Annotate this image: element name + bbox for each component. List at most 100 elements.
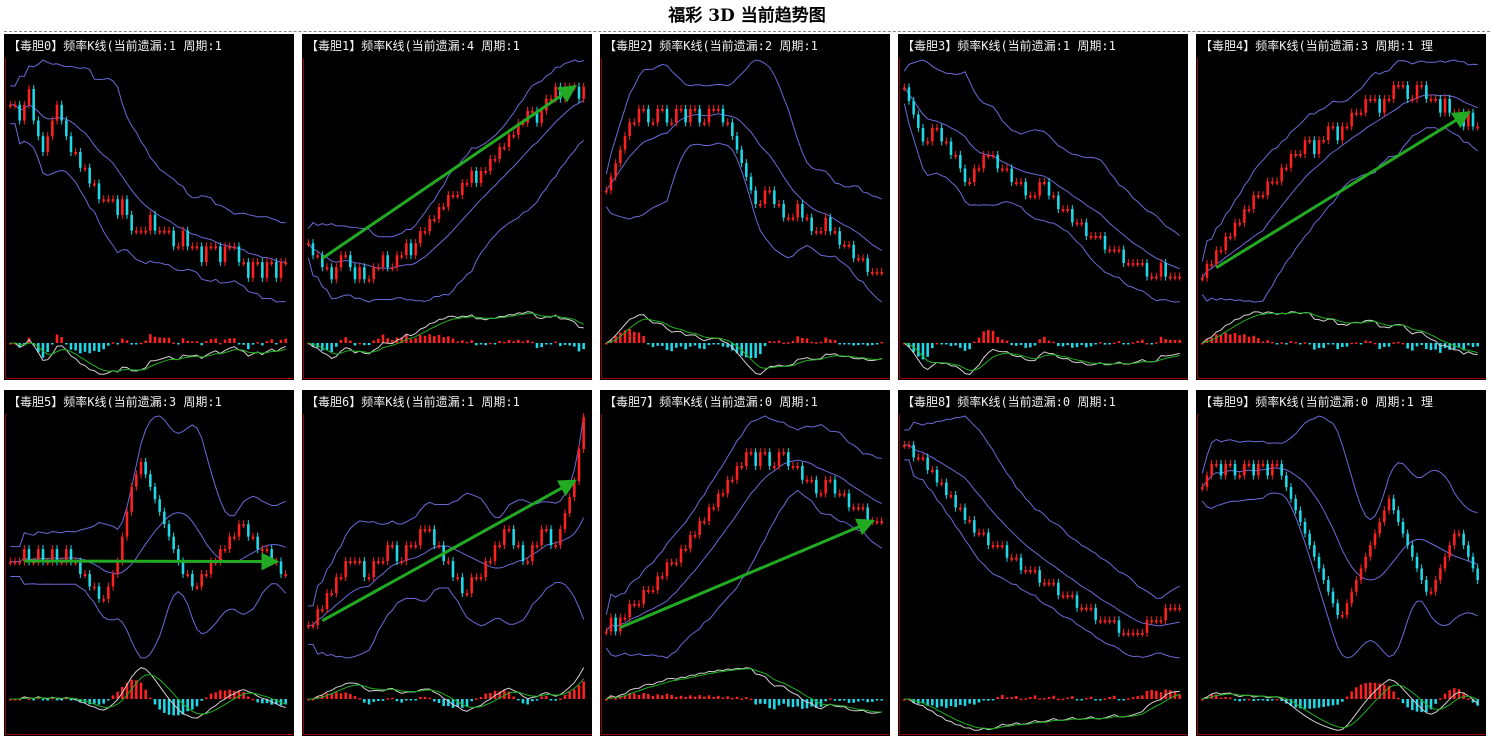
band-upper: [904, 415, 1180, 599]
candle: [712, 104, 715, 113]
indicator-bar: [475, 343, 478, 346]
candle: [1145, 259, 1149, 281]
candle: [284, 570, 287, 579]
indicator-bar: [1085, 343, 1088, 348]
indicator-bar: [1029, 343, 1032, 348]
indicator-bar: [554, 699, 557, 701]
candle: [1141, 259, 1144, 268]
candle: [1359, 564, 1363, 585]
indicator-bar: [773, 341, 776, 343]
indicator-bar: [507, 691, 511, 699]
indicator-bar: [1150, 689, 1153, 699]
candle: [731, 475, 734, 484]
indicator-bar: [55, 699, 59, 701]
candle: [325, 263, 329, 272]
indicator-bar: [1057, 343, 1060, 346]
indicator-bar: [223, 339, 227, 343]
indicator-bar: [46, 699, 49, 701]
candle: [531, 106, 534, 115]
indicator-bar: [1401, 699, 1405, 704]
indicator-bar: [242, 692, 245, 699]
indicator-bar: [1266, 699, 1269, 702]
candle: [46, 132, 49, 156]
indicator-bar: [963, 343, 967, 351]
indicator-bar: [32, 699, 35, 701]
title-divider: [4, 31, 1490, 32]
indicator-bar: [475, 698, 478, 700]
indicator-bar: [568, 691, 571, 699]
indicator-bar: [661, 695, 664, 699]
band-upper: [307, 59, 584, 238]
indicator-bar: [391, 340, 394, 343]
indicator-bar: [745, 697, 748, 699]
candle: [419, 227, 422, 248]
indicator-bar: [1215, 694, 1218, 699]
candle: [349, 557, 352, 566]
candle: [1159, 616, 1163, 625]
candle: [535, 541, 539, 550]
indicator-bar: [1261, 341, 1265, 343]
band-middle: [605, 113, 882, 251]
candle: [461, 178, 464, 200]
indicator-bar: [782, 342, 785, 345]
candle: [1061, 204, 1065, 213]
indicator-bar: [428, 334, 431, 343]
candle: [665, 558, 669, 581]
indicator-bar: [651, 695, 655, 699]
candle: [270, 258, 273, 267]
candle: [65, 116, 68, 141]
indicator-bar: [1019, 343, 1023, 345]
candle: [275, 258, 278, 282]
indicator-bar: [1257, 338, 1260, 343]
indicator-bar: [163, 699, 166, 713]
indicator-bar: [833, 340, 837, 343]
candle: [433, 525, 436, 550]
candle: [1317, 552, 1321, 573]
indicator-bar: [661, 343, 664, 346]
indicator-bar: [442, 699, 445, 707]
candle: [619, 613, 622, 636]
candle: [1131, 628, 1135, 637]
candle: [153, 210, 157, 235]
indicator-bar: [1322, 699, 1325, 707]
candle: [1038, 566, 1041, 587]
indicator-bar: [1019, 698, 1023, 701]
candle: [1099, 232, 1102, 241]
indicator-bar: [777, 699, 781, 706]
candle: [1233, 459, 1237, 480]
candle: [1089, 232, 1093, 241]
candle: [1219, 246, 1223, 255]
trend-arrow: [24, 552, 280, 571]
indicator-bar: [963, 699, 967, 706]
candle: [726, 118, 729, 127]
indicator-bar: [23, 343, 26, 345]
indicator-bar: [1010, 343, 1013, 346]
indicator-bar: [679, 343, 683, 347]
candle: [582, 82, 585, 103]
candle: [1411, 541, 1414, 561]
indicator-bar: [512, 696, 515, 699]
indicator-bar: [498, 691, 501, 699]
candle: [484, 166, 487, 175]
indicator-bar: [740, 698, 743, 700]
candle: [926, 453, 929, 474]
candle: [670, 558, 673, 567]
indicator-bar: [93, 343, 96, 351]
candle: [209, 242, 213, 251]
candle: [1387, 494, 1391, 515]
indicator-bar: [801, 337, 804, 343]
band-upper: [903, 59, 1181, 237]
candle: [707, 104, 711, 127]
indicator-bar: [773, 699, 776, 710]
candle: [568, 493, 571, 518]
candle: [377, 557, 380, 566]
indicator-bar: [1113, 342, 1116, 345]
candle: [1327, 122, 1330, 145]
candle: [991, 541, 995, 550]
indicator-bar: [79, 699, 82, 703]
candle: [824, 475, 827, 498]
candle: [1243, 459, 1246, 480]
indicator-bar: [991, 699, 995, 701]
candle: [470, 166, 473, 187]
indicator-bar: [1075, 699, 1079, 701]
